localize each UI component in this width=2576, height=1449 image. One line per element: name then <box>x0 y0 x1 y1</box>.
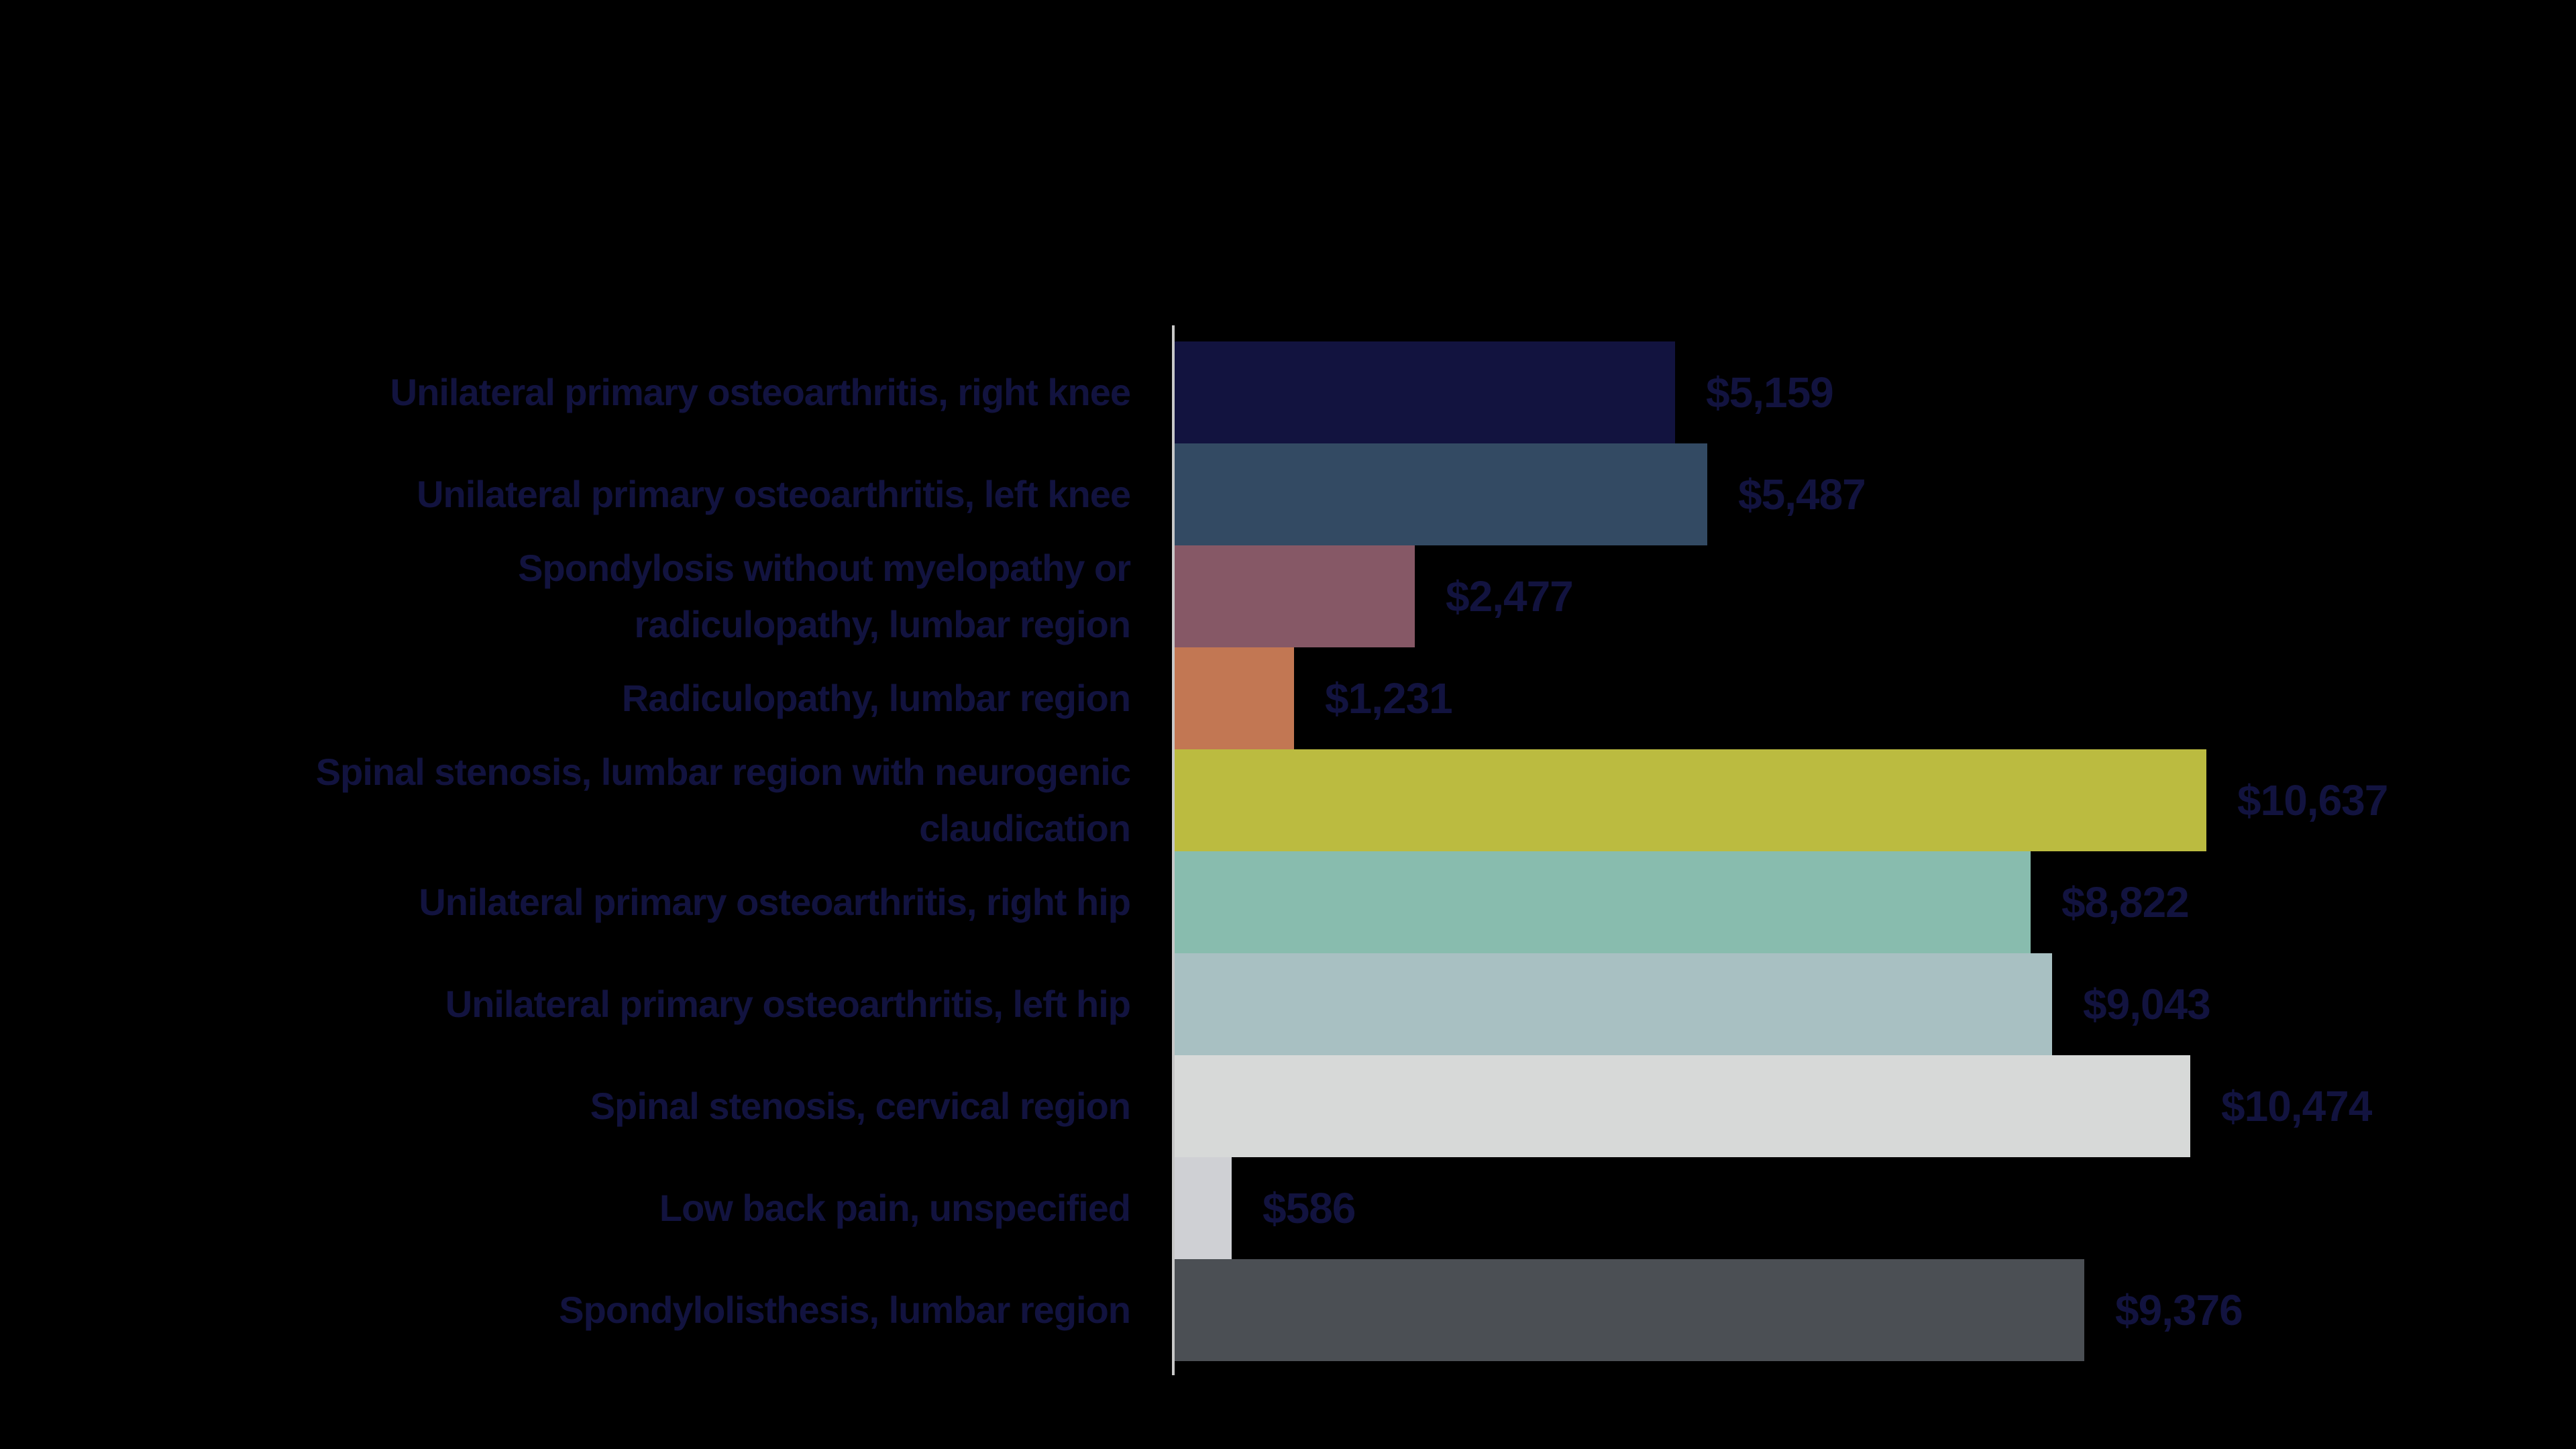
bar <box>1175 1055 2190 1157</box>
category-label: Unilateral primary osteoarthritis, left … <box>445 983 1131 1025</box>
bar-row: Unilateral primary osteoarthritis, right… <box>0 341 2576 443</box>
bar <box>1175 647 1294 749</box>
bar <box>1175 545 1415 647</box>
bar <box>1175 1259 2084 1361</box>
bar-row: Unilateral primary osteoarthritis, left … <box>0 953 2576 1055</box>
bar-row: Spinal stenosis, lumbar region with neur… <box>0 749 2576 851</box>
value-label: $5,159 <box>1706 368 1834 417</box>
category-label: Spinal stenosis, cervical region <box>590 1085 1131 1127</box>
category-label: Spondylosis without myelopathy or radicu… <box>518 547 1131 645</box>
category-label: Radiculopathy, lumbar region <box>621 677 1131 719</box>
bar <box>1175 1157 1232 1259</box>
bar <box>1175 953 2052 1055</box>
value-label: $10,474 <box>2221 1082 2372 1130</box>
bar <box>1175 341 1675 443</box>
value-label: $9,043 <box>2083 980 2211 1028</box>
bar <box>1175 749 2206 851</box>
value-label: $5,487 <box>1738 470 1866 519</box>
category-label: Unilateral primary osteoarthritis, right… <box>390 371 1131 413</box>
value-label: $1,231 <box>1325 674 1453 722</box>
category-label: Unilateral primary osteoarthritis, right… <box>419 881 1131 923</box>
bar-row: Low back pain, unspecified $586 <box>0 1157 2576 1259</box>
value-label: $586 <box>1263 1184 1356 1232</box>
bar-row: Spondylosis without myelopathy or radicu… <box>0 545 2576 647</box>
bar-row: Radiculopathy, lumbar region $1,231 <box>0 647 2576 749</box>
category-label: Spondylolisthesis, lumbar region <box>559 1289 1131 1331</box>
bar-row: Unilateral primary osteoarthritis, right… <box>0 851 2576 953</box>
bar-row: Spondylolisthesis, lumbar region $9,376 <box>0 1259 2576 1361</box>
bar-row: Unilateral primary osteoarthritis, left … <box>0 443 2576 545</box>
bar-row: Spinal stenosis, cervical region $10,474 <box>0 1055 2576 1157</box>
value-label: $9,376 <box>2115 1286 2243 1334</box>
y-axis-line <box>1172 325 1175 1375</box>
value-label: $10,637 <box>2237 776 2388 824</box>
value-label: $2,477 <box>1446 572 1574 621</box>
category-label: Unilateral primary osteoarthritis, left … <box>417 473 1131 515</box>
category-label: Low back pain, unspecified <box>659 1187 1131 1229</box>
bar <box>1175 851 2031 953</box>
category-label: Spinal stenosis, lumbar region with neur… <box>315 751 1131 849</box>
value-label: $8,822 <box>2061 878 2190 926</box>
bar <box>1175 443 1707 545</box>
